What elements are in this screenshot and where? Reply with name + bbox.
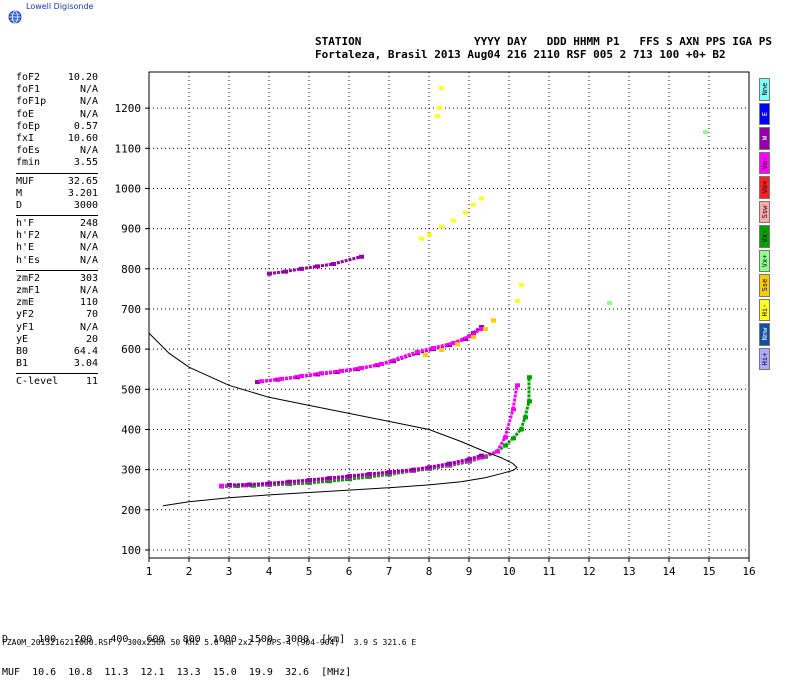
echo-point	[427, 233, 432, 237]
x-tick-label: 4	[266, 565, 273, 578]
legend-swatch: Ssw	[759, 201, 770, 224]
echo-point	[437, 106, 442, 110]
y-tick-label: 500	[121, 383, 141, 396]
echo-point	[483, 327, 488, 331]
legend-label: W	[761, 136, 769, 140]
legend-swatch: Nne	[759, 78, 770, 101]
echo-point	[471, 335, 476, 339]
muf-table: D 100 200 400 600 800 1000 1500 3000 [km…	[2, 612, 351, 689]
echo-point	[439, 86, 444, 90]
x-tick-label: 12	[582, 565, 595, 578]
x-tick-label: 6	[346, 565, 353, 578]
x-tick-label: 14	[662, 565, 676, 578]
echo-point	[519, 283, 524, 287]
legend-label: Vx+	[761, 254, 769, 267]
echo-point	[455, 342, 460, 346]
echo-trace	[317, 264, 333, 266]
legend-label: Vx-	[761, 230, 769, 243]
echo-point	[439, 225, 444, 229]
echo-point	[423, 353, 428, 357]
x-tick-label: 1	[146, 565, 153, 578]
muf-frequency-row: MUF 10.6 10.8 11.3 12.1 13.3 15.0 19.9 3…	[2, 667, 351, 678]
echo-point	[471, 203, 476, 207]
legend-label: Sse	[761, 279, 769, 292]
legend-swatch: W	[759, 127, 770, 150]
x-tick-label: 7	[386, 565, 393, 578]
legend-swatch: Hi-	[759, 299, 770, 322]
echo-trace	[333, 257, 361, 264]
legend-swatch: Hi+	[759, 348, 770, 371]
echo-point	[703, 130, 708, 134]
echo-point	[451, 219, 456, 223]
x-tick-label: 5	[306, 565, 313, 578]
y-tick-label: 800	[121, 263, 141, 276]
y-tick-label: 300	[121, 464, 141, 477]
echo-trace	[521, 417, 525, 429]
x-tick-label: 13	[622, 565, 635, 578]
legend-label: Vo-	[761, 156, 769, 169]
echo-trace	[269, 272, 285, 274]
x-tick-label: 11	[542, 565, 555, 578]
legend-label: Hi+	[761, 352, 769, 365]
x-tick-label: 2	[186, 565, 193, 578]
legend-swatch: Vx-	[759, 225, 770, 248]
y-tick-label: 1200	[115, 102, 142, 115]
y-tick-label: 600	[121, 343, 141, 356]
legend-label: Vo+	[761, 181, 769, 194]
y-tick-label: 1000	[115, 182, 142, 195]
x-tick-label: 10	[502, 565, 515, 578]
echo-point	[491, 318, 496, 322]
legend-swatch: Vx+	[759, 250, 770, 273]
echo-point	[463, 211, 468, 215]
echo-trace	[505, 409, 513, 437]
y-tick-label: 200	[121, 504, 141, 517]
echo-trace	[285, 269, 301, 272]
echo-point	[479, 197, 484, 201]
legend-swatch: Sse	[759, 274, 770, 297]
y-tick-label: 400	[121, 423, 141, 436]
file-info-footer: FZA0M_2013216211000.RSF / 300x256h 50 kH…	[2, 638, 416, 647]
echo-trace	[381, 352, 417, 364]
echo-point	[515, 299, 520, 303]
echo-traces	[219, 86, 708, 488]
x-tick-label: 16	[742, 565, 755, 578]
y-tick-label: 100	[121, 544, 141, 557]
y-tick-label: 1100	[115, 142, 142, 155]
x-tick-label: 3	[226, 565, 233, 578]
legend-label: Hi-	[761, 303, 769, 316]
polarization-legend: Nne E W Vo- Vo+ Ssw Vx- Vx+ Sse Hi- Nnw Hi+	[759, 78, 771, 372]
x-tick-label: 9	[466, 565, 473, 578]
y-tick-label: 900	[121, 223, 141, 236]
legend-label: Nnw	[761, 328, 769, 341]
legend-label: Nne	[761, 83, 769, 96]
legend-swatch: Vo-	[759, 152, 770, 175]
echo-trace	[525, 401, 529, 417]
echo-point	[359, 255, 364, 259]
echo-trace	[513, 429, 521, 438]
echo-point	[419, 237, 424, 241]
legend-swatch: E	[759, 103, 770, 126]
legend-swatch: Nnw	[759, 323, 770, 346]
echo-point	[439, 348, 444, 352]
legend-swatch: Vo+	[759, 176, 770, 199]
x-tick-label: 15	[702, 565, 715, 578]
y-tick-label: 700	[121, 303, 141, 316]
legend-label: E	[761, 112, 769, 116]
echo-point	[435, 114, 440, 118]
echo-point	[607, 301, 612, 305]
legend-label: Ssw	[761, 205, 769, 218]
x-tick-label: 8	[426, 565, 433, 578]
